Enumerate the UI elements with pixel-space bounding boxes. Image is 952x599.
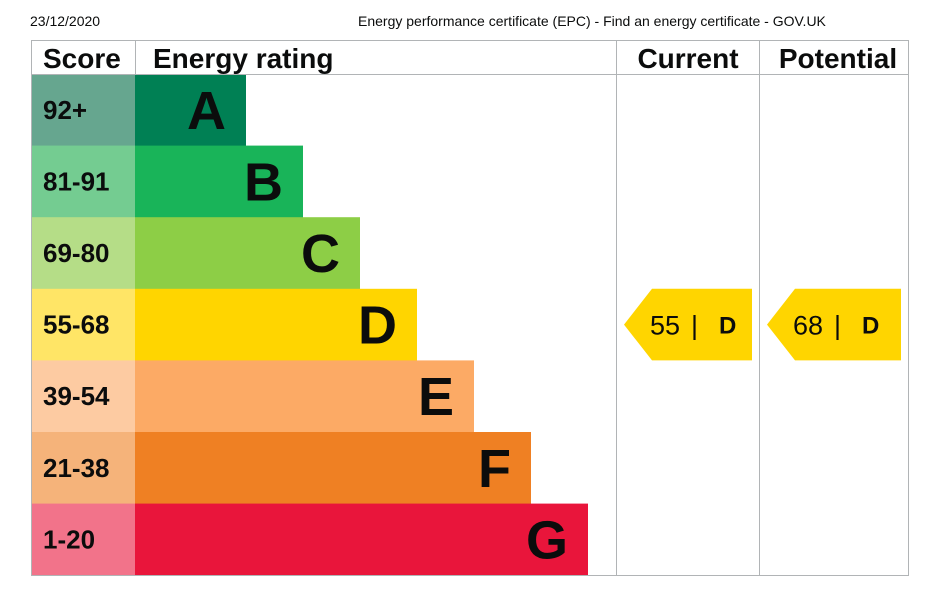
rating-bands: 92+ A 81-91 B 69-80 C 55-68 D 39-54 E 21-38 F 1-20 G [31, 74, 588, 576]
score-range-g: 1-20 [43, 524, 95, 554]
potential-rating-value: 68 [793, 311, 823, 341]
score-cell-f [31, 432, 135, 505]
score-range-f: 21-38 [43, 453, 110, 483]
score-cell-d [31, 288, 135, 361]
score-cell-a [31, 74, 135, 147]
rating-letter-b: B [244, 152, 283, 212]
rating-letter-g: G [526, 510, 568, 570]
score-column-header: Score [43, 43, 121, 74]
rating-bar-b [135, 145, 303, 218]
current-column-header: Current [637, 43, 738, 74]
score-range-a: 92+ [43, 95, 87, 125]
rating-bar-c [135, 217, 360, 290]
potential-rating-separator: | [834, 311, 841, 341]
rating-bar-g [135, 503, 588, 576]
score-range-c: 69-80 [43, 238, 110, 268]
rating-letter-d: D [358, 296, 397, 356]
chart-grid [31, 40, 909, 576]
rating-bar-d [135, 288, 417, 361]
score-cell-c [31, 217, 135, 290]
rating-indicators: 55 | D 68 | D [624, 288, 901, 361]
current-rating-separator: | [691, 311, 698, 341]
rating-letter-a: A [187, 81, 226, 141]
score-cell-b [31, 145, 135, 218]
rating-letter-e: E [418, 367, 454, 427]
potential-column-header: Potential [779, 43, 897, 74]
score-cell-g [31, 503, 135, 576]
potential-rating-arrow [767, 288, 901, 361]
score-cell-e [31, 360, 135, 433]
print-page-title: Energy performance certificate (EPC) - F… [358, 13, 826, 29]
current-rating-arrow [624, 288, 752, 361]
rating-bar-a [135, 74, 246, 147]
print-date: 23/12/2020 [30, 13, 101, 29]
chart-header: Score Energy rating Current Potential [43, 43, 897, 74]
current-rating-letter: D [719, 313, 736, 340]
rating-bar-f [135, 432, 531, 505]
chart-border [31, 40, 909, 576]
score-range-d: 55-68 [43, 310, 110, 340]
energy-rating-column-header: Energy rating [153, 43, 333, 74]
rating-letter-f: F [478, 439, 511, 499]
rating-bar-e [135, 360, 474, 433]
rating-letter-c: C [301, 224, 340, 284]
current-rating-value: 55 [650, 311, 680, 341]
potential-rating-letter: D [862, 313, 879, 340]
score-range-e: 39-54 [43, 381, 110, 411]
score-range-b: 81-91 [43, 166, 110, 196]
